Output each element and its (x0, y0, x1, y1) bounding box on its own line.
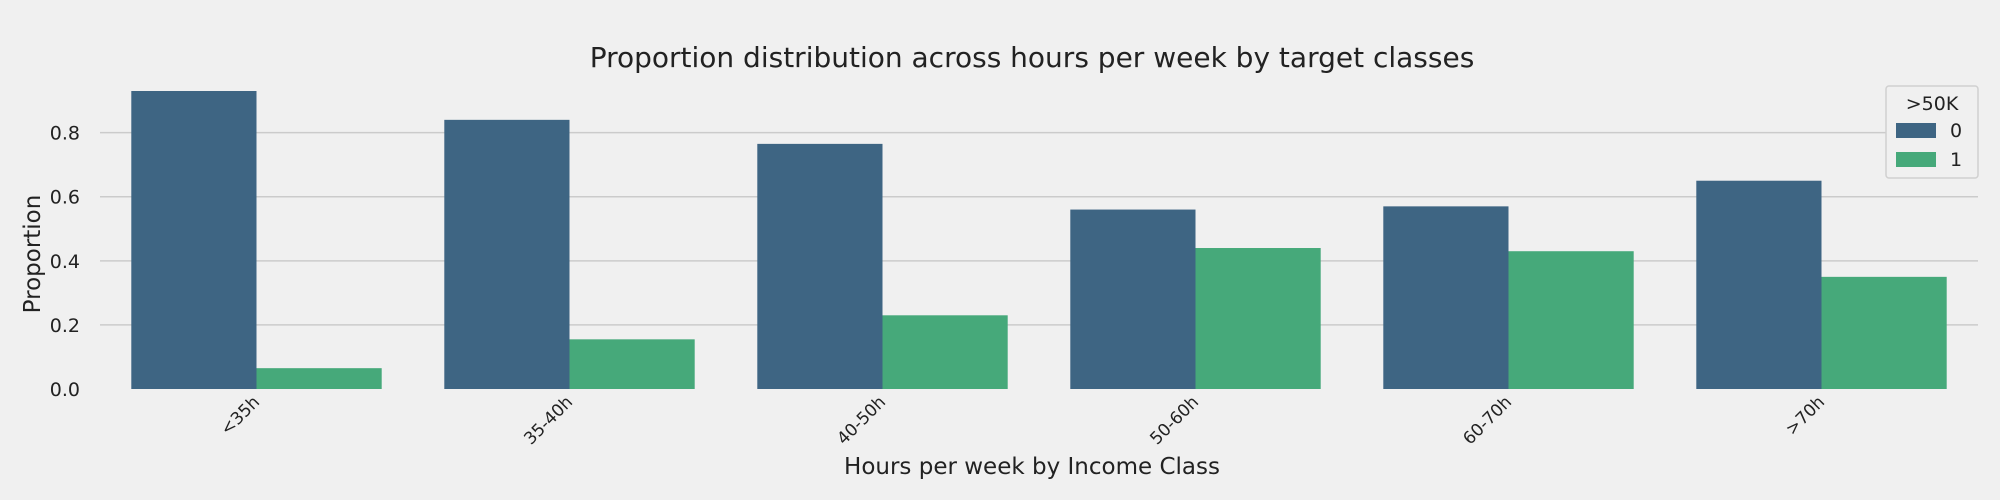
y-axis-label: Proportion (20, 195, 46, 314)
y-axis-ticks: 0.0 0.2 0.4 0.6 0.8 (50, 123, 80, 401)
bar-series-1-60-70h (1508, 251, 1634, 389)
y-tick-label: 0.8 (50, 123, 80, 145)
legend-label-series-1: 1 (1950, 149, 1962, 171)
y-tick-label: 0.2 (50, 315, 80, 337)
grid-lines (100, 131, 1978, 326)
legend-label-series-0: 0 (1950, 120, 1962, 142)
bar-series-0-<35h (131, 91, 257, 389)
y-tick-label: 0.6 (50, 187, 80, 209)
y-tick-label: 0.4 (50, 251, 80, 273)
bar-series-0-40-50h (757, 143, 883, 389)
bar-series-0-50-60h (1070, 209, 1196, 389)
bar-series-0-60-70h (1383, 206, 1509, 389)
bar-series-1-35-40h (569, 339, 695, 389)
bars (131, 91, 1947, 389)
bar-series-1->70h (1821, 276, 1947, 389)
bar-series-0->70h (1696, 180, 1822, 389)
legend-swatch-series-1 (1896, 152, 1936, 167)
bar-series-1-40-50h (882, 315, 1008, 389)
bar-series-0-35-40h (444, 119, 570, 389)
bar-series-1-50-60h (1195, 248, 1321, 389)
legend-swatch-series-0 (1896, 123, 1936, 138)
bar-series-1-<35h (256, 368, 382, 389)
legend: >50K 0 1 (1885, 85, 1979, 179)
y-tick-label: 0.0 (50, 379, 80, 401)
chart-title: Proportion distribution across hours per… (590, 41, 1475, 74)
x-axis-label: Hours per week by Income Class (844, 454, 1220, 480)
legend-title: >50K (1906, 93, 1959, 115)
